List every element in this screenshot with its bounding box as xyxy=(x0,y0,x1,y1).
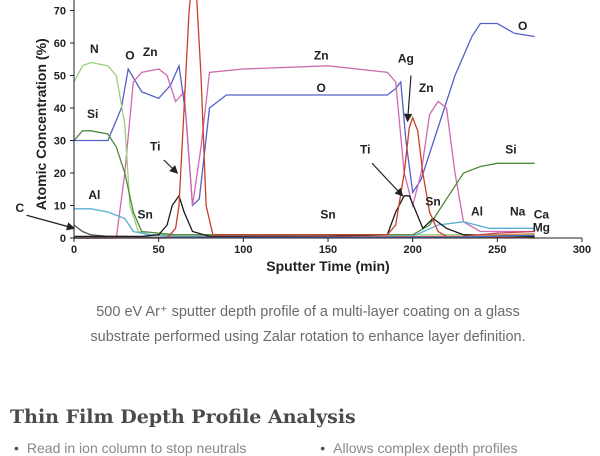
y-tick-label: 60 xyxy=(54,38,66,50)
caption-line-1: 500 eV Ar⁺ sputter depth profile of a mu… xyxy=(96,304,520,320)
y-axis-label: Atomic Concentration (%) xyxy=(33,38,49,210)
series-annotation-label: C xyxy=(15,201,24,215)
series-annotation-label: Ag xyxy=(398,52,414,66)
annotation-arrow xyxy=(371,162,404,197)
x-tick-label: 0 xyxy=(71,244,77,256)
series-annotation-label: Ti xyxy=(150,139,160,153)
series-annotation-label: O xyxy=(518,19,527,33)
y-tick-label: 30 xyxy=(54,136,66,148)
figure-caption: 500 eV Ar⁺ sputter depth profile of a mu… xyxy=(58,300,558,350)
x-tick-label: 150 xyxy=(319,244,337,256)
series-annotation-label: Sn xyxy=(320,208,335,222)
series-line-o xyxy=(74,22,535,207)
depth-profile-chart: 0 50 100 150 200 250 300 0 10 20 30 40 50 60 70 Sputter… xyxy=(15,0,591,274)
x-tick-label: 200 xyxy=(403,244,421,256)
series-annotation-label: Mg xyxy=(533,221,550,235)
series-annotation-label: Si xyxy=(505,143,516,157)
annotation-arrow xyxy=(403,75,413,123)
x-tick-label: 250 xyxy=(488,244,506,256)
y-tick-label: 20 xyxy=(54,168,66,180)
series-line-si xyxy=(73,130,535,236)
series-annotation-label: Sn xyxy=(425,195,440,209)
y-tick-label: 40 xyxy=(54,103,66,115)
list-item: Allows complex depth profiles xyxy=(320,440,517,456)
series-annotation-label: Sn xyxy=(137,208,152,222)
caption-line-2: substrate performed using Zalar rotation… xyxy=(90,329,526,345)
series-annotation-label: Al xyxy=(471,204,483,218)
series-annotation-label: Al xyxy=(88,188,100,202)
y-tick-label: 0 xyxy=(60,233,66,245)
x-tick-label: 100 xyxy=(234,244,252,256)
annotation-arrow xyxy=(26,214,76,231)
x-tick-label: 50 xyxy=(153,244,165,256)
series-annotation-label: O xyxy=(317,81,326,95)
series-annotation-label: Zn xyxy=(419,81,434,95)
series-line-ti xyxy=(74,0,535,239)
x-axis-label: Sputter Time (min) xyxy=(266,258,389,274)
series-annotation-label: Ca xyxy=(534,208,550,222)
y-tick-label: 50 xyxy=(54,71,66,83)
series-annotation-label: Zn xyxy=(314,48,329,62)
series-annotation-label: Na xyxy=(510,204,526,218)
series-annotation-label: N xyxy=(90,42,99,56)
series-annotation-label: Zn xyxy=(143,45,158,59)
series-line-sn xyxy=(74,194,535,238)
list-item: Read in ion column to stop neutrals xyxy=(14,440,246,456)
series-line-zn xyxy=(74,65,535,239)
x-tick-label: 300 xyxy=(573,244,591,256)
y-tick-label: 10 xyxy=(54,201,66,213)
section-title: Thin Film Depth Profile Analysis xyxy=(10,406,356,428)
series-annotation-label: O xyxy=(125,48,134,62)
series-line-al xyxy=(74,208,535,238)
series-annotation-label: Ti xyxy=(360,143,370,157)
annotation-arrow xyxy=(163,159,179,174)
series-annotation-label: Si xyxy=(87,107,98,121)
feature-list: Read in ion column to stop neutrals Allo… xyxy=(14,440,588,456)
y-tick-label: 70 xyxy=(54,6,66,18)
